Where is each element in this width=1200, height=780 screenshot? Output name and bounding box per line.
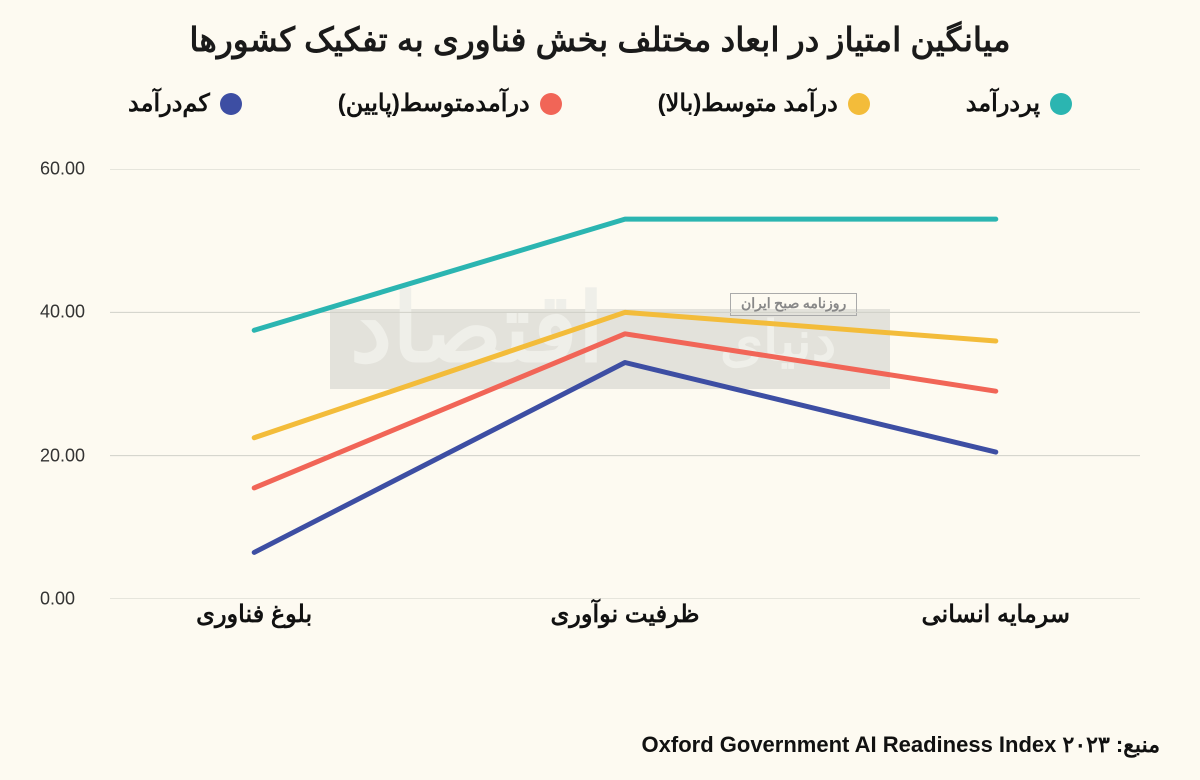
y-tick-label: 20.00 [40,445,100,466]
legend-dot-icon [540,93,562,115]
legend-item: درآمدمتوسط(پایین) [338,89,562,118]
series-line [254,334,996,488]
source-caption: منبع: Oxford Government AI Readiness Ind… [642,732,1160,758]
legend-dot-icon [220,93,242,115]
legend-dot-icon [848,93,870,115]
x-tick-label: بلوغ فناوری [196,600,312,629]
legend-label: درآمد متوسط(بالا) [658,89,838,118]
x-tick-label: ظرفیت نوآوری [550,600,699,629]
y-tick-label: 0.00 [40,589,100,610]
legend-dot-icon [1050,93,1072,115]
series-line [254,363,996,553]
chart-area: پردرآمد درآمد متوسط(بالا) درآمدمتوسط(پای… [40,79,1160,659]
legend-label: پردرآمد [966,89,1040,118]
legend-label: درآمدمتوسط(پایین) [338,89,530,118]
plot-svg [110,169,1140,599]
legend-item: کم‌درآمد [128,89,242,118]
x-tick-label: سرمایه انسانی [922,600,1071,629]
plot-area [110,169,1140,599]
y-tick-label: 40.00 [40,302,100,323]
chart-title: میانگین امتیاز در ابعاد مختلف بخش فناوری… [30,20,1170,59]
legend-item: پردرآمد [966,89,1072,118]
legend-label: کم‌درآمد [128,89,210,118]
y-tick-label: 60.00 [40,159,100,180]
legend: پردرآمد درآمد متوسط(بالا) درآمدمتوسط(پای… [40,79,1160,148]
legend-item: درآمد متوسط(بالا) [658,89,870,118]
